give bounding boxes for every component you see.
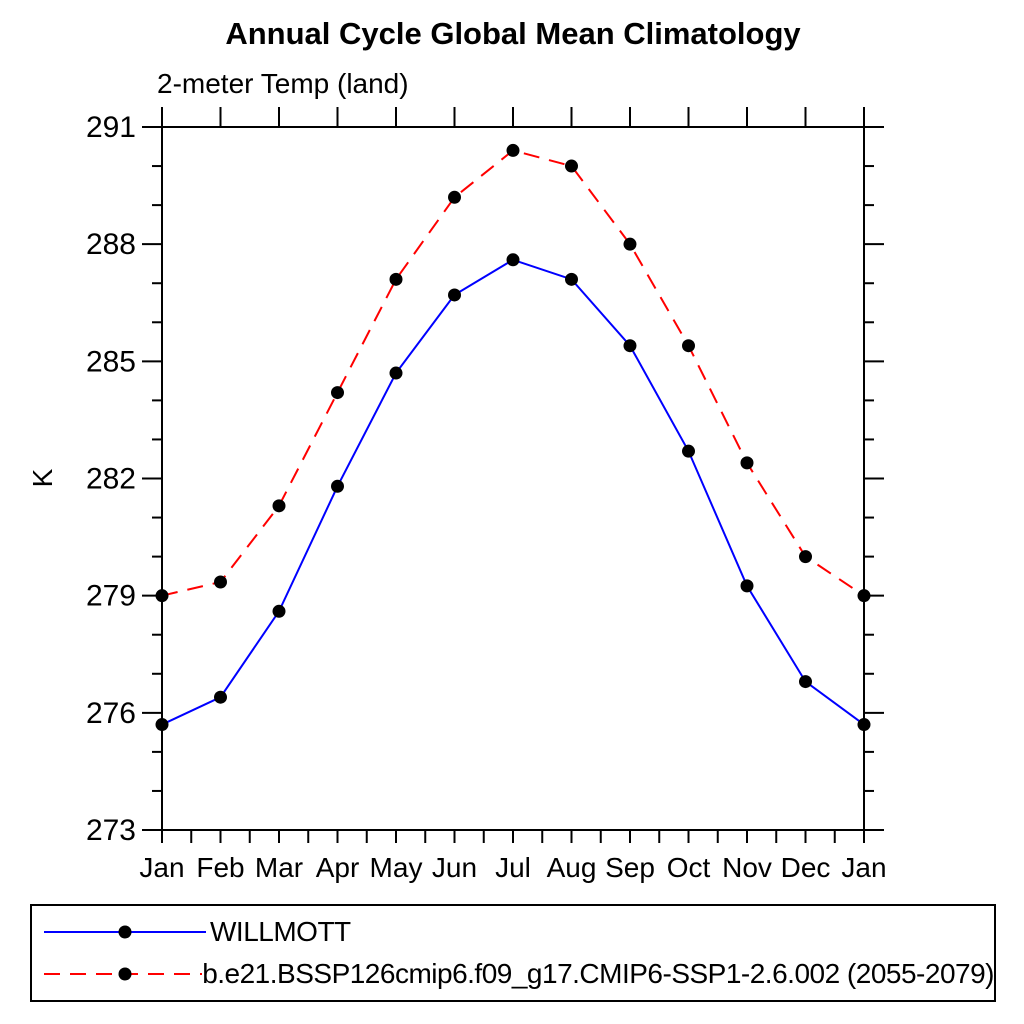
x-tick-label: Jul bbox=[495, 852, 531, 883]
data-point-marker bbox=[799, 675, 812, 689]
legend-entry: b.e21.BSSP126cmip6.f09_g17.CMIP6-SSP1-2.… bbox=[40, 957, 994, 991]
x-tick-label: Feb bbox=[196, 852, 244, 883]
data-point-marker bbox=[389, 272, 403, 286]
legend-line-sample bbox=[44, 967, 203, 981]
series-line-willmott bbox=[161, 258, 865, 726]
y-tick-label: 291 bbox=[86, 111, 136, 144]
data-point-marker bbox=[799, 550, 812, 564]
data-point-marker bbox=[448, 288, 461, 302]
data-point-marker bbox=[857, 718, 871, 732]
legend-label: WILLMOTT bbox=[210, 915, 351, 947]
data-point-marker bbox=[331, 386, 344, 400]
data-point-marker bbox=[448, 190, 461, 204]
y-tick-label: 273 bbox=[86, 814, 136, 847]
x-tick-label: May bbox=[370, 852, 423, 883]
data-point-marker bbox=[331, 479, 344, 493]
chart-subtitle: 2-meter Temp (land) bbox=[157, 68, 409, 99]
data-point-marker bbox=[565, 159, 578, 173]
data-point-marker bbox=[506, 253, 520, 267]
x-tick-label: Aug bbox=[547, 852, 597, 883]
data-point-marker bbox=[623, 339, 637, 353]
legend-marker-icon bbox=[118, 925, 132, 939]
y-tick-label: 279 bbox=[86, 580, 136, 613]
x-tick-label: Jan bbox=[139, 852, 184, 883]
data-point-marker bbox=[682, 444, 695, 458]
x-tick-label: Apr bbox=[316, 852, 360, 883]
legend-label: b.e21.BSSP126cmip6.f09_g17.CMIP6-SSP1-2.… bbox=[202, 958, 994, 990]
y-tick-label: 282 bbox=[86, 463, 136, 496]
data-point-marker bbox=[740, 456, 754, 470]
x-tick-label: Jan bbox=[841, 852, 886, 883]
data-point-marker bbox=[565, 272, 578, 286]
legend-marker-icon bbox=[118, 967, 132, 981]
y-tick-label: 285 bbox=[86, 345, 136, 378]
legend: WILLMOTT b.e21.BSSP126cmip6.f09_g17.CMIP6… bbox=[30, 904, 996, 1002]
axis-box bbox=[161, 126, 865, 831]
x-tick-label: Sep bbox=[605, 852, 655, 883]
data-point-marker bbox=[272, 499, 286, 513]
data-point-marker bbox=[155, 589, 169, 603]
data-point-marker bbox=[214, 575, 227, 589]
data-point-marker bbox=[214, 690, 227, 704]
y-tick-label: 288 bbox=[86, 228, 136, 261]
legend-line-sample bbox=[44, 925, 206, 939]
data-point-marker bbox=[272, 604, 286, 618]
x-tick-label: Mar bbox=[255, 852, 303, 883]
y-tick-label: 276 bbox=[86, 697, 136, 730]
x-tick-label: Oct bbox=[667, 852, 711, 883]
chart-title: Annual Cycle Global Mean Climatology bbox=[225, 16, 801, 51]
data-point-marker bbox=[857, 589, 871, 603]
x-tick-label: Jun bbox=[432, 852, 477, 883]
plot-area: 273 276 279 282 285 288 291 Jan Feb Mar Apr May Jun J… bbox=[27, 107, 887, 883]
data-point-marker bbox=[682, 339, 695, 353]
x-tick-label: Nov bbox=[722, 852, 772, 883]
series-line-model bbox=[161, 149, 865, 597]
legend-entry: WILLMOTT bbox=[40, 915, 994, 949]
data-point-marker bbox=[506, 143, 520, 157]
data-point-marker bbox=[623, 237, 637, 251]
data-point-marker bbox=[389, 366, 403, 380]
y-axis-unit-label: K bbox=[27, 468, 58, 487]
data-point-marker bbox=[740, 579, 754, 593]
data-point-marker bbox=[155, 718, 169, 732]
x-tick-label: Dec bbox=[781, 852, 831, 883]
